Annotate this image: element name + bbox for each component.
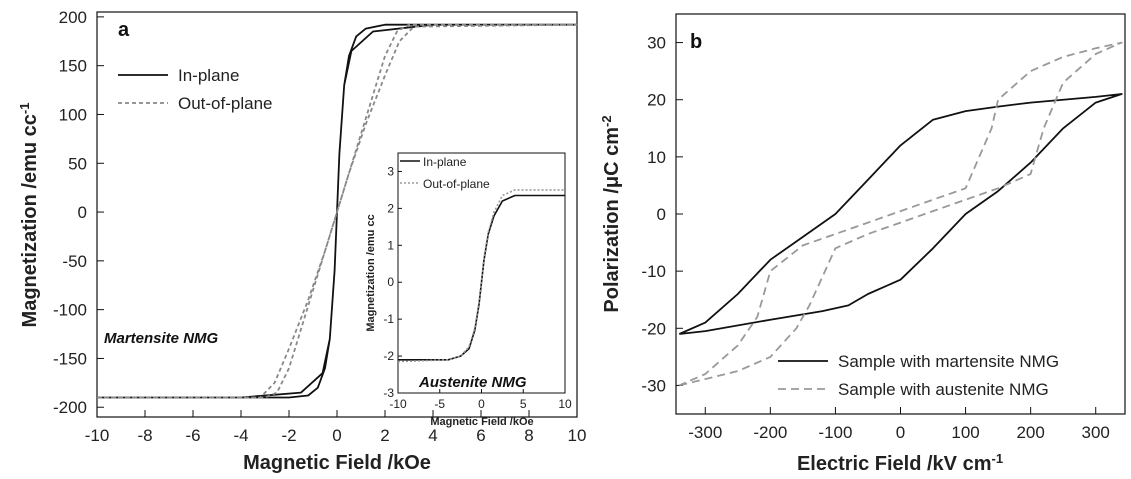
inset-legend-out-of-plane-label: Out-of-plane — [423, 177, 490, 191]
y-tick-label: -50 — [62, 252, 87, 271]
y-tick-label: 10 — [647, 148, 666, 167]
x-tick-label: -10 — [389, 397, 407, 411]
series-line-2 — [678, 41, 1123, 387]
y-tick-label: 20 — [647, 91, 666, 110]
panel-a-y-ticks: -200 -150 -100 -50 0 50 100 150 200 — [53, 8, 104, 417]
y-tick-label: -30 — [641, 376, 666, 395]
panel-a-x-ticks: -10 -8 -6 -4 -2 0 2 4 6 8 10 — [85, 410, 587, 445]
x-tick-label: 6 — [476, 426, 485, 445]
inset-y-ticks: -3 -2 -1 0 1 2 3 — [383, 164, 402, 400]
panel-b-label: b — [690, 31, 702, 53]
inset-series — [397, 189, 565, 363]
x-tick-label: -6 — [185, 426, 200, 445]
inset-x-ticks: -10 -5 0 5 10 — [389, 389, 572, 411]
inset-y-axis-title: Magnetization /emu cc — [365, 214, 377, 331]
x-tick-label: 10 — [568, 426, 587, 445]
panel-b-x-axis-title-text: Electric Field /kV cm — [797, 453, 992, 475]
panel-a-y-axis-title-sup: -1 — [17, 103, 32, 115]
panel-a-y-axis-title-text: Magnetization /emu cc — [19, 114, 41, 327]
y-tick-label: 0 — [78, 203, 87, 222]
y-tick-label: -20 — [641, 319, 666, 338]
x-tick-label: -4 — [233, 426, 248, 445]
series-line-1 — [678, 93, 1123, 335]
y-tick-label: 150 — [59, 57, 87, 76]
legend-out-of-plane-label: Out-of-plane — [178, 94, 273, 113]
inset-x-axis-title: Magnetic Field /kOe — [430, 416, 533, 428]
panel-a-x-axis-title: Magnetic Field /kOe — [243, 452, 431, 474]
x-tick-label: 8 — [524, 426, 533, 445]
y-tick-label: -1 — [383, 312, 394, 326]
y-tick-label: -150 — [53, 349, 87, 368]
panel-a-series — [97, 23, 578, 399]
legend-in-plane-label: In-plane — [178, 66, 239, 85]
panel-a-label: a — [118, 19, 130, 41]
y-tick-label: 50 — [68, 154, 87, 173]
x-tick-label: 4 — [428, 426, 437, 445]
panel-b-y-axis-title: Polarization /μC cm-2 — [599, 115, 624, 312]
y-tick-label: 200 — [59, 8, 87, 27]
y-tick-label: 100 — [59, 105, 87, 124]
panel-b-x-ticks: -300 -200 -100 0 100 200 300 — [688, 407, 1110, 442]
y-tick-label: 3 — [387, 164, 394, 178]
y-tick-label: -10 — [641, 262, 666, 281]
panel-b-x-axis-title-sup: -1 — [991, 451, 1003, 466]
x-tick-label: 0 — [478, 397, 485, 411]
x-tick-label: 2 — [380, 426, 389, 445]
inset-legend-in-plane-label: In-plane — [423, 155, 467, 169]
x-tick-label: -2 — [281, 426, 296, 445]
x-tick-label: -100 — [818, 423, 852, 442]
x-tick-label: 300 — [1082, 423, 1110, 442]
series-line-2 — [97, 23, 578, 399]
panel-b-legend: Sample with martensite NMG Sample with a… — [778, 352, 1059, 399]
x-tick-label: 200 — [1016, 423, 1044, 442]
legend-austenite-label: Sample with austenite NMG — [838, 380, 1049, 399]
y-tick-label: 0 — [657, 205, 666, 224]
y-tick-label: 0 — [387, 275, 394, 289]
x-tick-label: -8 — [137, 426, 152, 445]
x-tick-label: 0 — [332, 426, 341, 445]
inset-annotation: Austenite NMG — [418, 374, 527, 391]
y-tick-label: 1 — [387, 238, 394, 252]
panel-a-legend: In-plane Out-of-plane — [118, 66, 273, 113]
legend-martensite-label: Sample with martensite NMG — [838, 352, 1059, 371]
panel-a-annotation: Martensite NMG — [104, 330, 219, 347]
x-tick-label: -300 — [688, 423, 722, 442]
x-tick-label: 100 — [951, 423, 979, 442]
y-tick-label: 2 — [387, 201, 394, 215]
panel-b-y-axis-title-text: Polarization /μC cm — [601, 127, 623, 313]
panel-b-x-axis-title: Electric Field /kV cm-1 — [797, 451, 1003, 476]
y-tick-label: -2 — [383, 349, 394, 363]
y-tick-label: -3 — [383, 386, 394, 400]
y-tick-label: 30 — [647, 34, 666, 53]
panel-b-y-ticks: -30 -20 -10 0 10 20 30 — [641, 34, 683, 395]
x-tick-label: 0 — [896, 423, 905, 442]
panel-b-series — [678, 41, 1123, 387]
inset-background — [398, 153, 565, 393]
x-tick-label: 10 — [558, 397, 572, 411]
x-tick-label: -10 — [85, 426, 110, 445]
x-tick-label: -5 — [434, 397, 445, 411]
panel-b-y-axis-title-sup: -2 — [599, 115, 614, 127]
panel-a-y-axis-title: Magnetization /emu cc-1 — [17, 103, 42, 328]
x-tick-label: -200 — [753, 423, 787, 442]
y-tick-label: -100 — [53, 301, 87, 320]
x-tick-label: 5 — [520, 397, 527, 411]
y-tick-label: -200 — [53, 398, 87, 417]
